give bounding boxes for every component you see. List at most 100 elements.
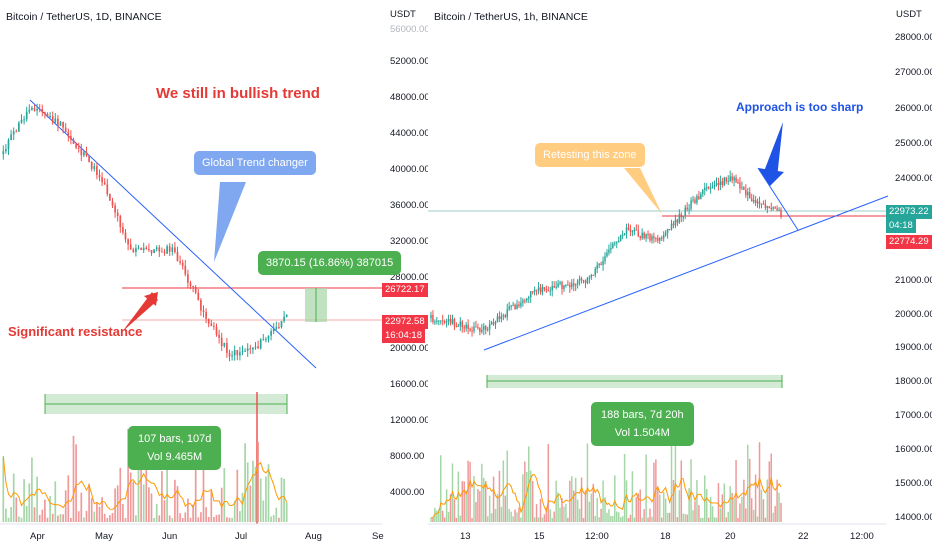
candle-body: [459, 321, 462, 326]
daily-price-12000: 12000.00: [390, 415, 428, 426]
volume-bar: [524, 461, 526, 522]
descending-trendline[interactable]: [29, 99, 317, 369]
date-range-label[interactable]: 107 bars, 107d Vol 9.465M: [128, 426, 222, 470]
volume-bar: [257, 441, 259, 522]
hourly-short-trendline[interactable]: [757, 167, 799, 231]
volume-bar: [660, 517, 663, 522]
candle-body: [475, 326, 477, 328]
hourly-time-18: 18: [660, 531, 671, 542]
volume-bar: [643, 509, 645, 522]
candle-body: [702, 190, 704, 194]
candle-body: [750, 198, 753, 202]
volume-bar: [557, 492, 559, 522]
volume-bar: [504, 495, 507, 522]
candle-body: [545, 289, 548, 291]
volume-bar: [508, 508, 510, 522]
candle-body: [709, 187, 712, 189]
hourly-ascending-trendline[interactable]: [483, 195, 889, 351]
candle-body: [142, 247, 145, 251]
bullish-trend-note[interactable]: We still in bullish trend: [156, 85, 320, 102]
candle-body: [690, 200, 692, 209]
daily-chart-canvas[interactable]: [0, 0, 428, 550]
hourly-price-17000: 17000.00: [895, 410, 932, 421]
candle-body: [643, 232, 645, 239]
candle-body: [582, 280, 585, 282]
volume-bar: [533, 517, 536, 522]
volume-bar: [602, 480, 604, 522]
candle-body: [70, 136, 72, 140]
volume-bar: [610, 515, 612, 522]
volume-bar: [657, 488, 659, 522]
trend-changer-callout[interactable]: Global Trend changer: [194, 151, 316, 175]
volume-bar: [280, 477, 283, 522]
volume-bar: [457, 471, 460, 522]
hourly-resistance-tag[interactable]: 22774.29: [886, 235, 932, 249]
price-measure-label[interactable]: 3870.15 (16.86%) 387015: [258, 251, 402, 275]
volume-bar: [440, 455, 442, 522]
volume-bar: [572, 490, 575, 522]
volume-bar: [711, 506, 714, 522]
candle-body: [625, 227, 628, 234]
candle-body: [635, 229, 638, 231]
candle-body: [647, 233, 649, 235]
volume-bar: [54, 481, 57, 522]
volume-bar: [514, 509, 516, 522]
volume-bar: [694, 501, 696, 522]
volume-bar: [184, 512, 187, 522]
candle-body: [586, 277, 589, 284]
volume-bar: [762, 499, 765, 522]
volume-bar: [754, 474, 757, 522]
volume-bar: [653, 462, 655, 522]
volume-bar: [696, 479, 698, 522]
candle-body: [262, 339, 265, 341]
candle-body: [535, 289, 538, 291]
candle-body: [265, 339, 267, 341]
volume-bar: [430, 517, 432, 522]
candle-body: [122, 227, 124, 233]
candle-body: [67, 131, 70, 137]
candle-body: [672, 223, 675, 226]
volume-bar: [659, 494, 661, 522]
retest-zone-callout[interactable]: Retesting this zone: [535, 143, 645, 167]
volume-bar: [31, 457, 33, 522]
candle-body: [741, 187, 743, 189]
approach-sharp-note[interactable]: Approach is too sharp: [736, 100, 864, 114]
volume-bar: [672, 480, 675, 522]
hourly-price-26000: 26000.00: [895, 103, 932, 114]
volume-bar: [772, 512, 774, 522]
volume-bar: [77, 511, 80, 522]
significant-resistance-note[interactable]: Significant resistance: [8, 324, 143, 339]
hourly-last-price-tag[interactable]: 22973.22: [886, 205, 932, 219]
volume-bar: [707, 517, 710, 522]
candle-body: [696, 196, 698, 203]
volume-bar: [586, 443, 589, 522]
hourly-chart-pane[interactable]: Bitcoin / TetherUS, 1h, BINANCE USDT 280…: [428, 0, 932, 550]
daily-resistance-tag[interactable]: 26722.17: [382, 283, 428, 297]
hourly-date-range-label[interactable]: 188 bars, 7d 20h Vol 1.504M: [591, 402, 694, 446]
daily-chart-pane[interactable]: Bitcoin / TetherUS, 1D, BINANCE USDT 560…: [0, 0, 428, 550]
candle-body: [233, 350, 236, 356]
volume-bar: [745, 508, 747, 522]
volume-bar: [735, 460, 737, 522]
volume-bar: [747, 444, 749, 522]
candle-body: [756, 201, 759, 204]
hourly-price-27000: 27000.00: [895, 67, 932, 78]
daily-last-price-tag[interactable]: 22972.58: [382, 315, 428, 329]
volume-bar: [223, 468, 226, 522]
candle-body: [553, 286, 555, 288]
volume-bar: [83, 517, 85, 522]
candle-body: [278, 327, 280, 329]
hourly-chart-canvas[interactable]: [428, 0, 932, 550]
candle-body: [555, 286, 557, 288]
volume-bar: [432, 517, 434, 522]
candle-body: [241, 351, 244, 353]
candle-body: [715, 182, 718, 185]
resistance-arrow-head: [144, 292, 158, 306]
candle-body: [140, 247, 142, 251]
candle-body: [676, 219, 679, 223]
volume-bar: [537, 517, 540, 522]
volume-bar: [721, 494, 724, 522]
daily-price-52000: 52000.00: [390, 56, 428, 67]
volume-bar: [616, 511, 618, 522]
candle-body: [772, 207, 774, 209]
